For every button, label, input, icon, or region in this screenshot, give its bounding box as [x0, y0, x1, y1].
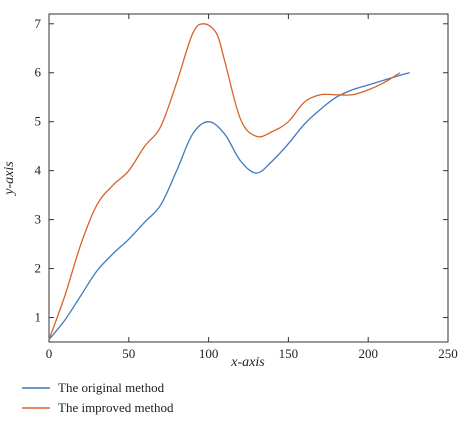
- series-line-1: [48, 72, 410, 340]
- plot-frame: [48, 13, 449, 343]
- legend-label-2: The improved method: [58, 400, 174, 415]
- x-axis-ticks: 0 50 100 150 200 250: [46, 14, 458, 361]
- series-layer: [48, 23, 410, 340]
- x-tick-label: 50: [122, 346, 135, 361]
- x-tick-label: 200: [358, 346, 378, 361]
- y-tick-label: 6: [35, 65, 42, 80]
- y-tick-label: 3: [35, 212, 42, 227]
- y-tick-label: 1: [35, 310, 42, 325]
- series-line-2: [48, 23, 401, 340]
- x-axis-title: x-axis: [230, 355, 265, 370]
- y-tick-label: 7: [35, 16, 42, 31]
- y-tick-label: 4: [35, 163, 42, 178]
- x-tick-label: 150: [279, 346, 299, 361]
- y-tick-label: 5: [35, 114, 42, 129]
- y-axis-ticks: 1 2 3 4 5 6 7: [35, 16, 448, 325]
- x-tick-label: 250: [438, 346, 458, 361]
- y-axis-title: y-axis: [2, 161, 17, 197]
- legend-label-1: The original method: [58, 380, 165, 395]
- legend: The original method The improved method: [22, 380, 174, 415]
- x-tick-label: 100: [199, 346, 219, 361]
- x-tick-label: 0: [46, 346, 53, 361]
- y-tick-label: 2: [35, 261, 42, 276]
